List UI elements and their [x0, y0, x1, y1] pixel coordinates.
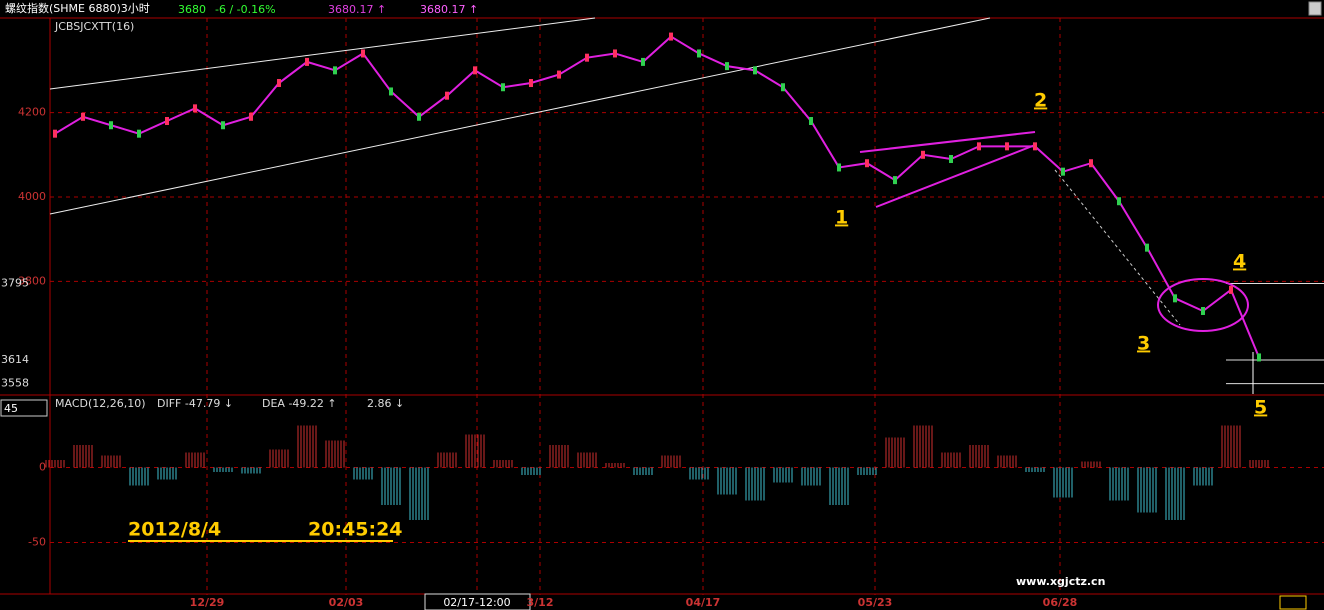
stamp-time: 20:45:24 [308, 519, 403, 541]
price-bar [445, 91, 449, 100]
price-bar [1201, 306, 1205, 315]
price-bar [137, 129, 141, 138]
price-bar [305, 57, 309, 66]
title: 螺纹指数(SHME 6880)3小时 [5, 1, 150, 15]
x-tick-label: 02/17-12:00 [443, 596, 510, 609]
price-bar [81, 112, 85, 121]
indicator-name: JCBSJCXTT(16) [54, 20, 134, 33]
price-bar [921, 150, 925, 159]
price-bar [837, 163, 841, 172]
price-bar [809, 117, 813, 126]
macd-dea: DEA -49.22 ↑ [262, 397, 337, 410]
x-tick-label: 06/28 [1043, 596, 1078, 609]
level-label: 3795 [1, 277, 29, 290]
y-tick-label: 3800 [18, 274, 46, 287]
price-bar [221, 121, 225, 130]
last-price: 3680 [178, 3, 206, 16]
price-bar [361, 49, 365, 58]
x-tick-label: 12/29 [190, 596, 225, 609]
highlight-ellipse [1157, 278, 1249, 332]
price-bar [501, 83, 505, 92]
level-label: 3558 [1, 377, 29, 390]
x-tick-label: 05/23 [858, 596, 893, 609]
annotation: 2 [1034, 90, 1047, 112]
annotation: 3 [1137, 333, 1150, 355]
price-bar [389, 87, 393, 96]
price-bar [1061, 167, 1065, 176]
price-bar [585, 53, 589, 62]
price-bar [865, 159, 869, 168]
side-box-text: 45 [4, 402, 18, 415]
y-tick-label: 4200 [18, 106, 46, 119]
price-bar [697, 49, 701, 58]
annotation: 4 [1233, 251, 1246, 273]
price-bar [529, 79, 533, 88]
price-bar [1257, 353, 1261, 362]
macd-diff: DIFF -47.79 ↓ [157, 397, 233, 410]
wedge-line [859, 131, 1036, 153]
x-tick-label: 02/03 [329, 596, 364, 609]
price-bar [977, 142, 981, 151]
price-bar [1005, 142, 1009, 151]
price-bar [557, 70, 561, 79]
price-bar [193, 104, 197, 113]
y-tick-label: -50 [28, 536, 46, 549]
watermark: www.xgjctz.cn [1016, 575, 1105, 588]
x-tick-label: 04/17 [686, 596, 721, 609]
price-bar [949, 155, 953, 164]
price-bar [781, 83, 785, 92]
price-b: 3680.17 ↑ [420, 3, 478, 16]
x-tick-label: 3/12 [527, 596, 554, 609]
price-bar [165, 117, 169, 126]
price-bar [893, 176, 897, 185]
macd-name: MACD(12,26,10) [55, 397, 146, 410]
price-bar [613, 49, 617, 58]
price-bar [669, 32, 673, 41]
price-bar [1117, 197, 1121, 206]
scroll-button[interactable] [1308, 1, 1322, 16]
y-tick-label: 4000 [18, 190, 46, 203]
nav-icon[interactable] [1279, 595, 1307, 610]
price-bar [1033, 142, 1037, 151]
trend-line [49, 17, 991, 215]
annotation: 1 [835, 207, 848, 229]
price-bar [753, 66, 757, 75]
price-bar [473, 66, 477, 75]
wedge-line [875, 144, 1036, 208]
price-bar [1229, 285, 1233, 294]
price-bar [249, 112, 253, 121]
price-line [54, 35, 1260, 358]
price-bar [53, 129, 57, 138]
price-bar [1089, 159, 1093, 168]
price-a: 3680.17 ↑ [328, 3, 386, 16]
price-bar [333, 66, 337, 75]
price-bar [1145, 243, 1149, 252]
price-bar [417, 112, 421, 121]
price-bar [1173, 294, 1177, 303]
side-box [0, 399, 48, 417]
annotation: 5 [1254, 397, 1267, 419]
price-bar [725, 62, 729, 71]
stamp-date: 2012/8/4 [128, 519, 221, 541]
macd-value: 2.86 ↓ [367, 397, 404, 410]
level-label: 3614 [1, 353, 29, 366]
price-bar [641, 57, 645, 66]
price-bar [109, 121, 113, 130]
change: -6 / -0.16% [215, 3, 276, 16]
y-tick-label: 0 [39, 461, 46, 474]
trend-line [49, 17, 596, 90]
cursor-date-box [424, 593, 531, 610]
price-bar [277, 79, 281, 88]
